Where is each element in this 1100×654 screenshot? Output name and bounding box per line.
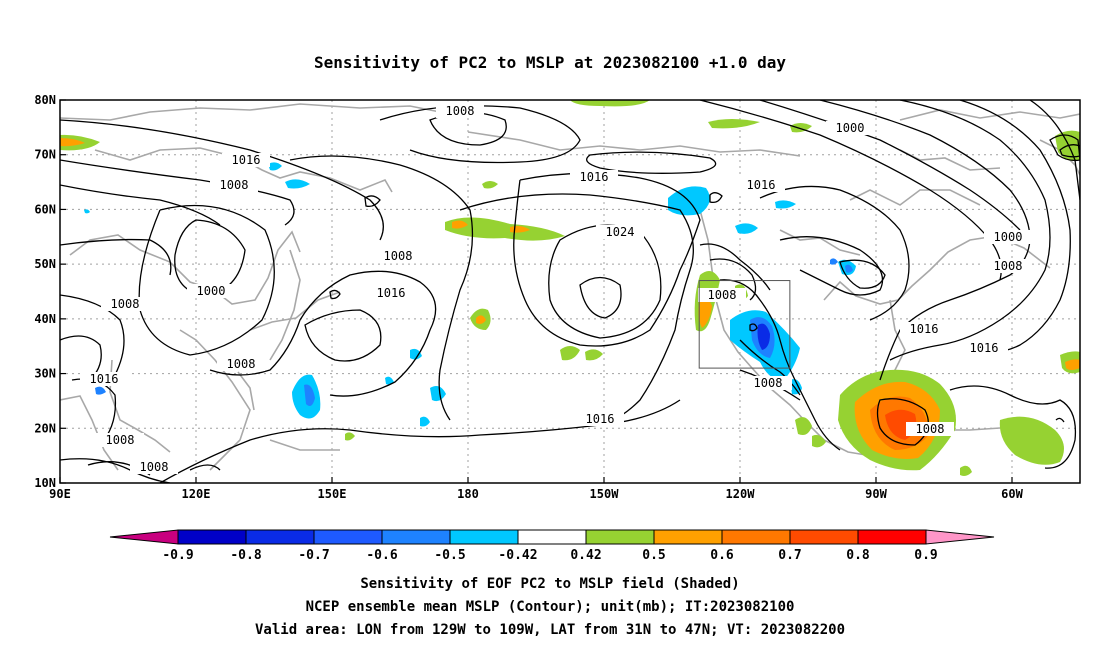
- lon-tick-label: 90E: [49, 487, 71, 501]
- contour-label: 1008: [994, 259, 1023, 273]
- contour-labels: 1008 1016 1008 1016 1024 1016 1000 1000 …: [80, 104, 1032, 474]
- lon-tick-label: 150E: [318, 487, 347, 501]
- colorbar-segment: [313, 529, 383, 545]
- colorbar-segment: [517, 529, 587, 545]
- colorbar-label: 0.42: [570, 548, 601, 563]
- lon-tick-label: 150W: [590, 487, 620, 501]
- contour-label: 1008: [384, 249, 413, 263]
- contour-label: 1000: [836, 121, 865, 135]
- colorbar-label: -0.7: [298, 548, 329, 563]
- colorbar: -0.9 -0.8 -0.7 -0.6 -0.5 -0.42 0.42 0.5 0.6 0.7 0.…: [109, 529, 995, 563]
- colorbar-label: -0.42: [498, 548, 537, 563]
- contour-label: 1016: [910, 322, 939, 336]
- map-frame: [59, 99, 1081, 484]
- colorbar-segment: [857, 529, 927, 545]
- contour-label: 1016: [90, 372, 119, 386]
- shading-positive: [60, 100, 1080, 476]
- contour-label: 1008: [227, 357, 256, 371]
- colorbar-label: -0.9: [162, 548, 193, 563]
- contour-label: 1008: [708, 288, 737, 302]
- lon-tick-label: 120W: [726, 487, 756, 501]
- colorbar-label: 0.9: [914, 548, 937, 563]
- colorbar-segment: [653, 529, 723, 545]
- colorbar-segment: [585, 529, 655, 545]
- valid-area-box: [698, 280, 791, 369]
- colorbar-label: 0.7: [778, 548, 801, 563]
- latitude-axis: 80N 70N 60N 50N 40N 30N 20N 10N: [34, 93, 66, 490]
- colorbar-segment: [245, 529, 315, 545]
- contour-label: 1016: [377, 286, 406, 300]
- longitude-axis: 90E 120E 150E 180 150W 120W 90W 60W: [49, 477, 1024, 501]
- contour-label: 1024: [606, 225, 635, 239]
- colorbar-label: -0.8: [230, 548, 261, 563]
- figure-title: Sensitivity of PC2 to MSLP at 2023082100…: [314, 53, 786, 72]
- caption-line-3: Valid area: LON from 129W to 109W, LAT f…: [255, 622, 845, 638]
- contour-label: 1008: [111, 297, 140, 311]
- lat-tick-label: 80N: [34, 93, 56, 107]
- contour-label: 1000: [994, 230, 1023, 244]
- contour-label: 1008: [446, 104, 475, 118]
- contour-label: 1016: [580, 170, 609, 184]
- colorbar-segment: [381, 529, 451, 545]
- colorbar-segment: [789, 529, 859, 545]
- lon-tick-label: 90W: [865, 487, 887, 501]
- lat-tick-label: 70N: [34, 148, 56, 162]
- shading-negative: [84, 162, 856, 427]
- contour-label: 1000: [197, 284, 226, 298]
- caption-line-2: NCEP ensemble mean MSLP (Contour); unit(…: [306, 599, 795, 615]
- colorbar-label: -0.5: [434, 548, 465, 563]
- contour-label: 1016: [970, 341, 999, 355]
- contour-label: 1008: [140, 460, 169, 474]
- contour-label: 1008: [754, 376, 783, 390]
- caption-line-1: Sensitivity of EOF PC2 to MSLP field (Sh…: [360, 576, 739, 592]
- colorbar-label: 0.8: [846, 548, 870, 563]
- lat-tick-label: 10N: [34, 476, 56, 490]
- lat-tick-label: 40N: [34, 312, 56, 326]
- lat-tick-label: 60N: [34, 202, 56, 216]
- contour-label: 1008: [220, 178, 249, 192]
- lat-tick-label: 20N: [34, 421, 56, 435]
- contour-label: 1016: [586, 412, 615, 426]
- contour-label: 1016: [232, 153, 261, 167]
- lat-tick-label: 50N: [34, 257, 56, 271]
- contour-label: 1008: [916, 422, 945, 436]
- colorbar-label: 0.6: [710, 548, 734, 563]
- lat-tick-label: 30N: [34, 367, 56, 381]
- colorbar-segment: [177, 529, 247, 545]
- lon-tick-label: 120E: [182, 487, 211, 501]
- colorbar-segment: [721, 529, 791, 545]
- colorbar-end-high: [925, 529, 995, 545]
- colorbar-label: 0.5: [642, 548, 665, 563]
- contour-label: 1008: [106, 433, 135, 447]
- lon-tick-label: 60W: [1001, 487, 1023, 501]
- colorbar-label: -0.6: [366, 548, 397, 563]
- contour-label: 1016: [747, 178, 776, 192]
- lon-tick-label: 180: [457, 487, 479, 501]
- colorbar-end-low: [109, 529, 179, 545]
- colorbar-segment: [449, 529, 519, 545]
